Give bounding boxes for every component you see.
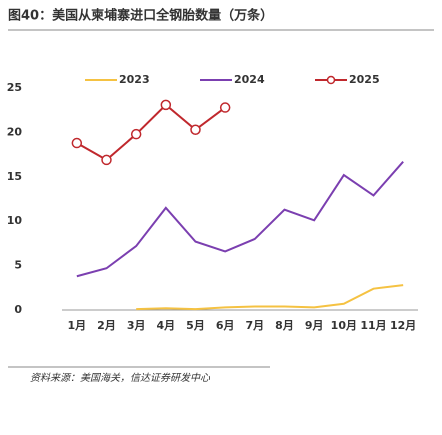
x-tick-label: 1月: [68, 319, 87, 332]
point: [130, 128, 142, 140]
point: [101, 154, 112, 166]
y-tick-label: 0: [14, 303, 22, 316]
point: [190, 124, 201, 135]
y-tick-label: 25: [7, 81, 22, 94]
chart-title: 图40：美国从柬埔寨进口全钢胎数量（万条）: [8, 8, 273, 24]
x-tick-label: 7月: [246, 319, 265, 332]
y-tick-label: 10: [7, 214, 23, 227]
y-tick-label: 20: [7, 125, 23, 138]
x-tick-label: 12月: [390, 319, 416, 332]
legend-label: 2025: [349, 73, 380, 86]
legend-marker: [326, 75, 336, 85]
series-line: [76, 103, 226, 162]
x-tick-label: 8月: [275, 319, 294, 332]
point: [160, 99, 172, 111]
legend-label: 2024: [234, 73, 265, 86]
point: [71, 137, 83, 149]
x-tick-label: 5月: [186, 319, 205, 332]
legend-label: 2023: [119, 73, 150, 86]
x-tick-label: 6月: [216, 319, 235, 332]
x-tick-label: 11月: [360, 319, 386, 332]
point: [219, 102, 231, 113]
x-tick-label: 9月: [305, 319, 324, 332]
x-tick-label: 3月: [127, 319, 146, 332]
y-tick-label: 5: [14, 259, 22, 272]
series-line: [136, 284, 404, 311]
x-tick-label: 4月: [157, 319, 176, 332]
source: 资料来源：美国海关，信达证券研发中心: [30, 372, 211, 384]
series-line: [76, 161, 404, 278]
x-tick-label: 10月: [331, 319, 357, 332]
y-tick-label: 15: [7, 170, 22, 183]
x-tick-label: 2月: [97, 319, 116, 332]
